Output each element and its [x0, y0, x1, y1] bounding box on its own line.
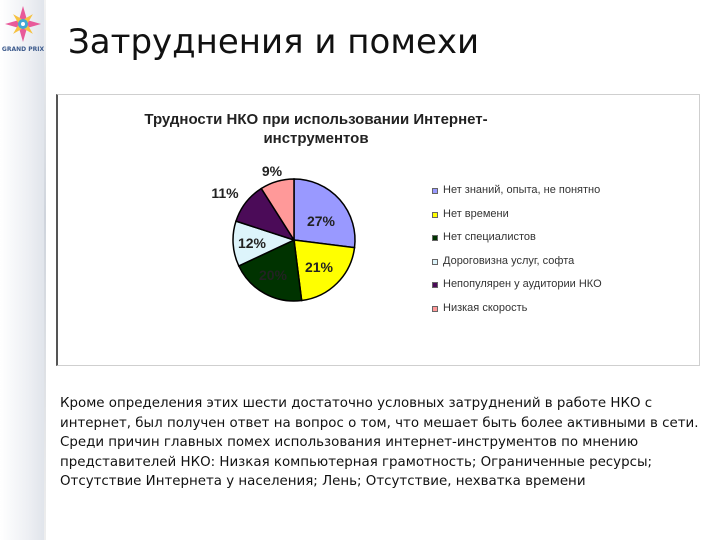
legend-swatch	[432, 188, 438, 194]
pie-label-1: 27%	[307, 213, 336, 229]
legend-swatch	[432, 258, 438, 265]
pie-label-6: 9%	[262, 163, 283, 179]
legend-item: Дороговизна услуг, софта	[432, 255, 602, 279]
pie-label-3: 20%	[259, 267, 288, 283]
legend-label: Нет специалистов	[443, 231, 536, 243]
pie-label-2: 21%	[305, 259, 334, 275]
pie-slice-6	[260, 178, 295, 243]
slide-body-text: Кроме определения этих шести достаточно …	[60, 396, 699, 489]
legend-item: Низкая скорость	[432, 302, 602, 326]
legend-item: Нет специалистов	[432, 231, 602, 255]
legend-swatch	[432, 211, 438, 218]
legend-label: Непопулярен у аудитории НКО	[443, 278, 602, 290]
pie-slice-3	[237, 238, 303, 302]
legend-item: Нет знаний, опыта, не понятно	[432, 184, 602, 208]
pie-slice-1	[293, 178, 356, 249]
pie-label-5: 11%	[211, 185, 239, 201]
logo-text: GRAND PRIX	[1, 46, 45, 53]
left-decorative-bar: GRAND PRIX	[0, 0, 46, 540]
chart-frame	[56, 94, 700, 366]
legend-swatch	[432, 282, 438, 288]
legend-label: Низкая скорость	[443, 301, 528, 314]
pie-label-4: 12%	[238, 235, 267, 251]
legend-swatch	[432, 305, 438, 312]
legend-item: Непопулярен у аудитории НКО	[432, 278, 602, 302]
legend-item: Нет времени	[432, 208, 602, 232]
chart-title: Трудности НКО при использовании Интернет…	[144, 111, 488, 147]
legend-label: Нет знаний, опыта, не понятно	[443, 184, 601, 196]
chart-legend: Нет знаний, опыта, не понятно Нет времени…	[432, 184, 602, 325]
grand-prix-logo-icon	[5, 6, 41, 42]
legend-label: Нет времени	[443, 207, 509, 220]
legend-swatch	[432, 235, 438, 241]
pie-slice-2	[293, 239, 356, 302]
page-title: Затруднения и помехи	[68, 22, 480, 62]
legend-label: Дороговизна услуг, софта	[443, 254, 575, 267]
